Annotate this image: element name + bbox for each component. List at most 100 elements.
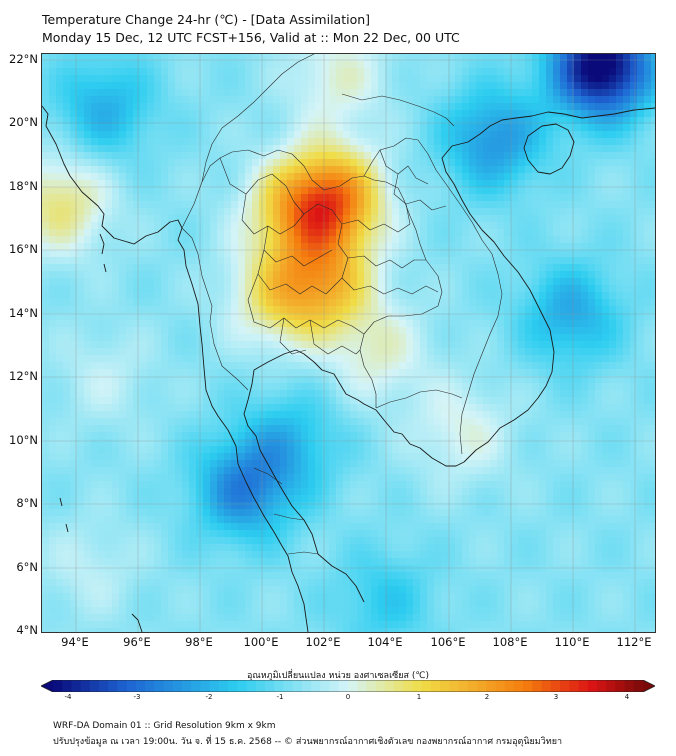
colorbar-tick-label: -1 — [276, 693, 284, 701]
lon-label: 112°E — [616, 635, 652, 649]
colorbar-cell — [89, 680, 100, 692]
lat-label: 4°N — [16, 623, 38, 637]
colorbar-cell — [329, 680, 340, 692]
colorbar-cell — [560, 680, 570, 692]
lon-label: 108°E — [492, 635, 528, 649]
colorbar-cell — [578, 680, 589, 692]
colorbar-cell — [357, 680, 367, 692]
colorbar-tick-label: 3 — [553, 693, 559, 701]
colorbar-tick-label: -4 — [64, 693, 72, 701]
colorbar-cell — [62, 680, 72, 692]
peninsula-west-coast — [235, 445, 309, 632]
colorbar-cell — [311, 680, 321, 692]
lon-label: 106°E — [430, 635, 466, 649]
province-borders — [181, 54, 503, 555]
colorbar-cell — [53, 680, 63, 692]
colorbar-cell — [154, 680, 165, 692]
colorbar-cell — [228, 680, 238, 692]
colorbar-cell — [348, 680, 358, 692]
lat-label: 6°N — [16, 560, 38, 574]
china-vietnam-border — [341, 93, 455, 127]
colorbar-cell — [255, 680, 266, 692]
colorbar-tick-label: 1 — [416, 693, 422, 701]
lat-label: 10°N — [9, 433, 38, 447]
footer-credit: ปรับปรุงข้อมูล ณ เวลา 19:00น. วัน จ. ที่… — [53, 737, 563, 747]
colorbar-cell — [541, 680, 552, 692]
lat-label: 22°N — [9, 52, 38, 66]
colorbar-cell — [301, 680, 312, 692]
colorbar-cell — [145, 680, 155, 692]
vietnam-coast — [441, 107, 655, 463]
colorbar-cell — [375, 680, 386, 692]
colorbar — [41, 680, 655, 692]
colorbar-cell — [384, 680, 395, 692]
colorbar-cell — [283, 680, 294, 692]
colorbar-cell — [596, 680, 607, 692]
lat-label: 8°N — [16, 496, 38, 510]
colorbar-cell — [265, 680, 275, 692]
colorbar-cell — [440, 680, 450, 692]
thailand-west-border — [181, 227, 249, 391]
colorbar-cell — [172, 680, 183, 692]
lat-lon-grid — [42, 54, 655, 632]
colorbar-cell — [71, 680, 82, 692]
provinces-east — [279, 317, 361, 355]
cambodia-border — [375, 389, 463, 409]
colorbar-cell — [200, 680, 211, 692]
colorbar-tick-label: 2 — [484, 693, 490, 701]
colorbar-cells — [41, 680, 655, 692]
lat-label: 20°N — [9, 115, 38, 129]
colorbar-cell — [108, 680, 118, 692]
colorbar-cell — [624, 680, 635, 692]
colorbar-tick-label: -3 — [133, 693, 141, 701]
colorbar-cell — [458, 680, 469, 692]
lon-label: 102°E — [305, 635, 341, 649]
colorbar-cell — [163, 680, 174, 692]
colorbar-cell — [246, 680, 257, 692]
chart-title: Temperature Change 24-hr (℃) - [Data Ass… — [42, 12, 371, 27]
colorbar-cell — [430, 680, 441, 692]
colorbar-cell — [569, 680, 579, 692]
colorbar-cell — [182, 680, 192, 692]
colorbar-cell — [513, 680, 524, 692]
lon-label: 94°E — [61, 635, 89, 649]
lat-label: 16°N — [9, 242, 38, 256]
colorbar-min-triangle — [41, 680, 53, 692]
colorbar-cell — [615, 680, 625, 692]
lon-label: 104°E — [367, 635, 403, 649]
myanmar-coastline — [42, 105, 237, 447]
colorbar-cell — [449, 680, 460, 692]
map-panel[interactable] — [41, 53, 656, 633]
colorbar-cell — [237, 680, 247, 692]
colorbar-cell — [550, 680, 561, 692]
coastlines — [42, 105, 655, 632]
colorbar-cell — [467, 680, 478, 692]
lon-label: 98°E — [185, 635, 213, 649]
colorbar-cell — [292, 680, 303, 692]
colorbar-cell — [126, 680, 137, 692]
south-provinces — [253, 467, 319, 555]
colorbar-cell — [504, 680, 515, 692]
colorbar-cell — [366, 680, 377, 692]
myanmar-china-border — [201, 54, 315, 183]
provinces-central — [247, 249, 365, 335]
colorbar-cell — [633, 680, 644, 692]
lao-vietnam-border — [363, 137, 503, 455]
temperature-change-map — [42, 54, 655, 632]
colorbar-cell — [486, 680, 496, 692]
lat-label: 12°N — [9, 369, 38, 383]
temperature-field — [42, 54, 655, 632]
colorbar-cell — [218, 680, 229, 692]
lon-label: 100°E — [243, 635, 279, 649]
colorbar-cell — [523, 680, 533, 692]
lon-label: 96°E — [123, 635, 151, 649]
colorbar-cell — [99, 680, 109, 692]
colorbar-cell — [394, 680, 404, 692]
sumatra-tip — [131, 613, 143, 632]
thailand-north-border — [181, 149, 443, 408]
andaman-islands — [99, 233, 107, 273]
colorbar-cell — [80, 680, 91, 692]
colorbar-cell — [495, 680, 506, 692]
peninsula-east-coast — [243, 369, 365, 603]
colorbar-cell — [606, 680, 616, 692]
